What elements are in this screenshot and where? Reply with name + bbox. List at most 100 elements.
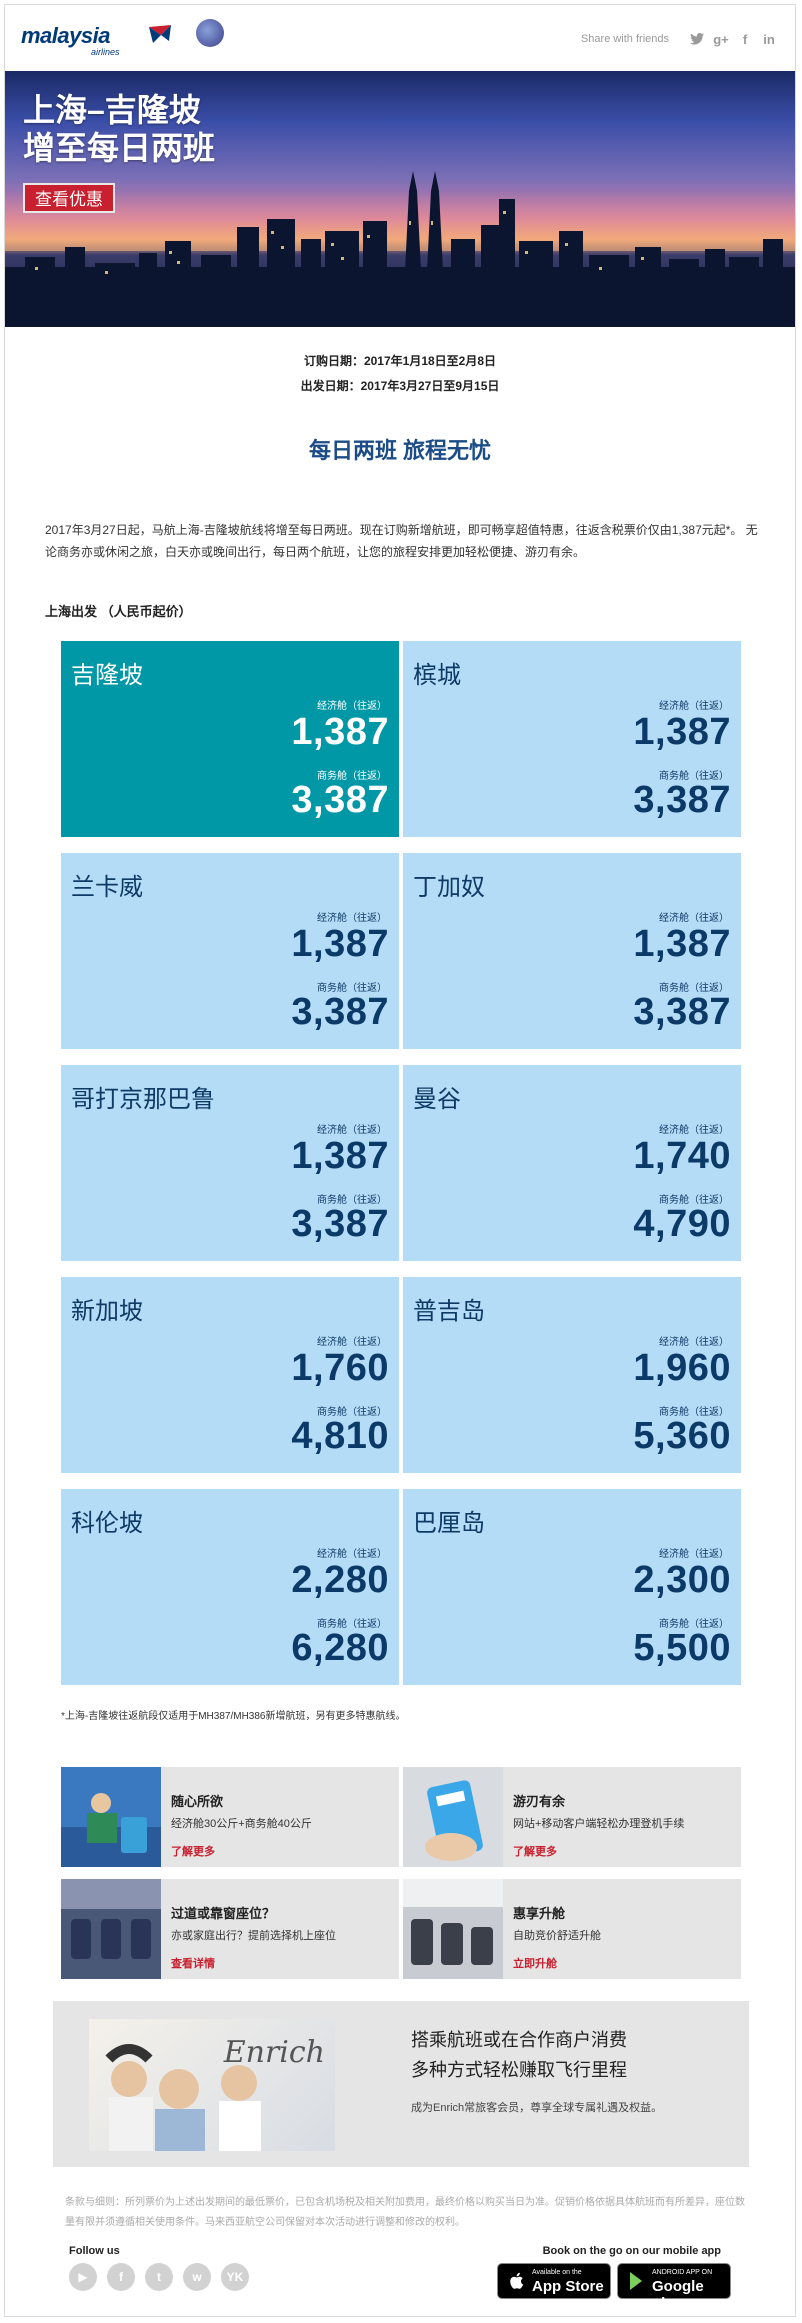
enrich-headline: 搭乘航班或在合作商户消费 多种方式轻松赚取飞行里程 [411,2025,627,2085]
fare-city: 科伦坡 [71,1510,143,1537]
learn-more-link[interactable]: 了解更多 [513,1846,557,1858]
service-baggage[interactable]: 随心所欲 经济舱30公斤+商务舱40公斤 了解更多 [61,1767,399,1867]
fare-card[interactable]: 科伦坡 经济舱（往返） 2,280 商务舱（往返） 6,280 [61,1489,399,1685]
fare-card[interactable]: 普吉岛经济舱（往返） 1,960 商务舱（往返） 5,360 [403,1277,741,1473]
business-price: 3,387 [291,991,389,1033]
weibo-icon[interactable]: w [183,2263,211,2291]
business-price: 3,387 [633,991,731,1033]
fare-city: 普吉岛 [413,1298,485,1325]
business-label: 商务舱（往返） [317,1619,387,1630]
twitter-icon[interactable]: t [145,2263,173,2291]
economy-label: 经济舱（往返） [659,1125,729,1136]
legal-terms: 条款与细则：所列票价为上述出发期间的最低票价，已包含机场税及相关附加费用，最终价… [65,2197,745,2228]
service-title: 过道或靠窗座位？ [171,1906,276,1921]
origin-heading: 上海出发 （人民币起价） [45,604,192,619]
economy-label: 经济舱（往返） [659,1337,729,1348]
app-store-big: App Store [532,2278,604,2295]
service-title: 游刃有余 [513,1794,566,1809]
service-seat-selection[interactable]: 过道或靠窗座位？ 亦或家庭出行？提前选择机上座位 查看详情 [61,1879,399,1979]
enrich-family-image: Enrich [89,2019,335,2151]
business-price: 3,387 [633,779,731,821]
economy-price: 1,740 [633,1135,731,1177]
malaysia-airlines-logo[interactable]: malaysia airlines [21,19,171,59]
fare-card[interactable]: 新加坡经济舱（往返） 1,760 商务舱（往返） 4,810 [61,1277,399,1473]
business-price: 4,790 [633,1203,731,1245]
economy-label: 经济舱（往返） [659,913,729,924]
fare-card[interactable]: 丁加奴 经济舱（往返） 1,387 商务舱（往返） 3,387 [403,853,741,1049]
business-label: 商务舱（往返） [659,983,729,994]
economy-label: 经济舱（往返） [317,701,387,712]
facebook-icon[interactable]: f [107,2263,135,2291]
view-offer-button[interactable]: 查看优惠 [23,183,115,213]
fare-card[interactable]: 槟城 经济舱（往返） 1,387 商务舱（往返） 3,387 [403,641,741,837]
linkedin-icon[interactable]: in [763,31,775,47]
business-label: 商务舱（往返） [659,1195,729,1206]
city-skyline-image [5,171,795,327]
google-play-button[interactable]: ANDROID APP ON Google play [617,2263,731,2312]
hero-title-line1: 上海–吉隆坡 [23,92,201,128]
economy-label: 经济舱（往返） [317,1125,387,1136]
business-price: 3,387 [291,779,389,821]
fare-card[interactable]: 吉隆坡 经济舱（往返） 1,387 商务舱（往返） 3,387 [61,641,399,837]
apple-icon [510,2272,524,2289]
google-play-icon [630,2272,642,2290]
fare-card[interactable]: 哥打京那巴鲁 经济舱（往返） 1,387 商务舱（往返） 3,387 [61,1065,399,1261]
fare-city: 新加坡 [71,1298,143,1325]
fare-card[interactable]: 巴厘岛 经济舱（往返） 2,300 商务舱（往返） 5,500 [403,1489,741,1685]
fare-city: 巴厘岛 [413,1510,485,1537]
google-play-big: Google play [652,2278,704,2312]
upgrade-now-link[interactable]: 立即升舱 [513,1958,557,1970]
business-label: 商务舱（往返） [659,1407,729,1418]
google-play-small: ANDROID APP ON [652,2269,713,2276]
economy-price: 1,760 [291,1347,389,1389]
business-label: 商务舱（往返） [317,983,387,994]
google-plus-icon[interactable]: g+ [713,31,729,47]
service-upgrade[interactable]: 惠享升舱 自助竞价舒适升舱 立即升舱 [403,1879,741,1979]
service-desc: 经济舱30公斤+商务舱40公斤 [171,1818,312,1830]
business-label: 商务舱（往返） [317,1195,387,1206]
intro-paragraph: 2017年3月27日起，马航上海-吉隆坡航线将增至每日两班。现在订购新增航班，即… [45,523,758,559]
economy-label: 经济舱（往返） [317,913,387,924]
fare-footnote: *上海-吉隆坡往返航段仅适用于MH387/MH386新增航班，另有更多特惠航线。 [61,1711,406,1722]
header: malaysia airlines Share with friends g+ … [5,5,795,71]
facebook-icon[interactable]: f [742,31,748,47]
baggage-image [61,1767,161,1867]
travel-dates: 出发日期：2017年3月27日至9月15日 [300,379,500,393]
fare-card[interactable]: 曼谷经济舱（往返） 1,740 商务舱（往返） 4,790 [403,1065,741,1261]
email-frame: malaysia airlines Share with friends g+ … [4,4,796,2317]
cabin-seats-image [61,1879,161,1979]
fare-city: 哥打京那巴鲁 [71,1086,215,1113]
logo-subtext: airlines [91,47,120,57]
enrich-banner[interactable]: Enrich 搭乘航班或在合作商户消费 多种方式轻松赚取飞行里程 成为Enric… [53,2001,749,2167]
service-desc: 网站+移动客户端轻松办理登机手续 [513,1818,685,1830]
app-store-button[interactable]: Available on the App Store [497,2263,611,2299]
business-label: 商务舱（往返） [317,1407,387,1418]
logo-wordmark: malaysia [21,23,110,48]
business-price: 5,360 [633,1415,731,1457]
hero-banner[interactable]: 上海–吉隆坡 增至每日两班 查看优惠 [5,71,795,327]
fare-card[interactable]: 兰卡威 经济舱（往返） 1,387 商务舱（往返） 3,387 [61,853,399,1049]
hero-title: 上海–吉隆坡 增至每日两班 [23,91,215,167]
economy-price: 1,387 [291,923,389,965]
learn-more-link[interactable]: 了解更多 [171,1846,215,1858]
business-price: 6,280 [291,1627,389,1669]
economy-label: 经济舱（往返） [317,1337,387,1348]
fare-city: 吉隆坡 [71,662,143,689]
oneworld-logo [196,19,224,47]
economy-price: 1,960 [633,1347,731,1389]
economy-price: 1,387 [633,923,731,965]
twitter-icon[interactable] [689,31,705,47]
economy-price: 1,387 [633,711,731,753]
fare-city: 曼谷 [413,1086,461,1113]
view-details-link[interactable]: 查看详情 [171,1958,215,1970]
youtube-icon[interactable]: ▶ [69,2263,97,2291]
mobile-app-label: Book on the go on our mobile app [542,2245,721,2257]
fare-city: 槟城 [413,662,461,689]
booking-dates: 订购日期：2017年1月18日至2月8日 [303,354,497,368]
service-checkin[interactable]: 游刃有余 网站+移动客户端轻松办理登机手续 了解更多 [403,1767,741,1867]
youku-icon[interactable]: YK [221,2263,249,2291]
business-price: 4,810 [291,1415,389,1457]
service-title: 惠享升舱 [513,1906,566,1921]
app-store-small: Available on the [532,2269,582,2276]
enrich-logo: Enrich [223,2035,325,2070]
